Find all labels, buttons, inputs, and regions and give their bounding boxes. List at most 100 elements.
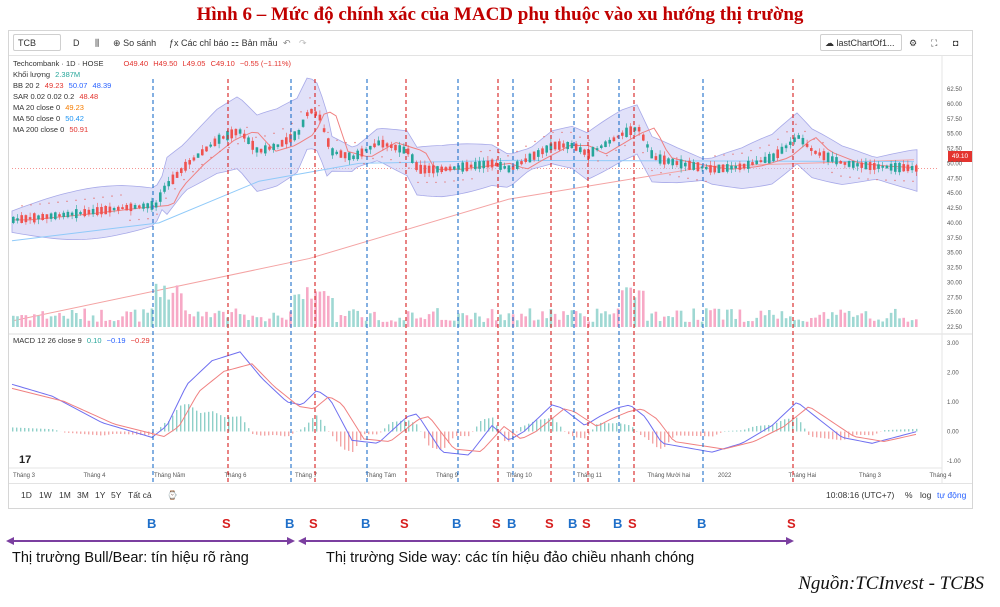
range-1w[interactable]: 1W: [39, 490, 52, 500]
candle-body: [700, 166, 704, 169]
candle-type-icon[interactable]: ⫼: [95, 38, 100, 48]
sar-dot: [750, 149, 752, 152]
chart-screenshot: TCB D ⫼ ⊕ So sánh ƒx Các chỉ báo ⚏ Bản m…: [8, 30, 973, 509]
macd-histogram-bar: [644, 431, 646, 438]
macd-histogram-bar: [64, 431, 66, 433]
macd-histogram-bar: [432, 431, 434, 448]
legend-volume: Khối lượng 2.387M: [13, 69, 80, 80]
volume-bar: [247, 320, 250, 327]
caption-sideway: Thị trường Side way: các tín hiệu đảo ch…: [326, 550, 695, 566]
auto-toggle[interactable]: tự động: [937, 490, 967, 500]
candle-body: [915, 165, 918, 172]
macd-histogram-bar: [560, 426, 562, 432]
volume-bar: [297, 294, 301, 327]
macd-histogram-bar: [400, 420, 402, 432]
sar-dot: [381, 156, 383, 158]
volume-bar: [906, 321, 910, 327]
macd-histogram-bar: [800, 422, 802, 432]
redo-icon[interactable]: ↷: [299, 38, 307, 48]
macd-histogram-bar: [428, 431, 430, 446]
range-5y[interactable]: 5Y: [111, 490, 122, 500]
candle-body: [285, 137, 288, 145]
volume-bar: [436, 308, 439, 327]
volume-bar: [390, 320, 393, 327]
macd-histogram-bar: [664, 431, 666, 447]
fullscreen-icon[interactable]: ⛶: [931, 38, 938, 48]
candle-body: [142, 203, 145, 209]
compare-button[interactable]: ⊕ So sánh: [113, 36, 156, 50]
bb-basis: 49.23: [44, 81, 64, 90]
candle-body: [188, 160, 191, 165]
volume-bar: [394, 321, 397, 327]
macd-histogram-bar: [916, 428, 918, 432]
settings-gear-icon[interactable]: ⚙: [909, 38, 918, 48]
percent-toggle[interactable]: %: [905, 490, 913, 500]
time-axis-label: Tháng Tám: [366, 473, 397, 479]
macd-histogram-bar: [16, 427, 18, 432]
candle-body: [910, 165, 914, 171]
macd-histogram-bar: [816, 431, 818, 438]
macd-histogram-bar: [120, 431, 122, 434]
sar-dot: [876, 178, 878, 181]
templates-button[interactable]: ⚏ Bản mẫu: [231, 36, 278, 50]
volume-bar: [209, 317, 212, 327]
candle-body: [49, 213, 53, 219]
price-axis-label: 35.00: [947, 251, 963, 257]
volume-bar: [772, 314, 775, 327]
candle-body: [175, 172, 179, 178]
ma200-label: MA 200 close 0: [13, 125, 65, 134]
volume-bar: [495, 320, 498, 327]
candle-body: [469, 164, 473, 168]
range-1m[interactable]: 1M: [59, 490, 71, 500]
sar-dot: [894, 179, 896, 182]
candle-body: [856, 163, 859, 167]
layout-save-box[interactable]: ☁ lastChartOf1...: [820, 34, 902, 51]
macd-histogram-bar: [188, 404, 190, 432]
candle-body: [894, 162, 897, 172]
volume-bar: [587, 321, 590, 327]
undo-icon[interactable]: ↶: [283, 38, 291, 48]
symbol-label: TCB: [18, 38, 36, 48]
volume-bar: [873, 320, 876, 327]
sar-dot: [201, 163, 203, 166]
volume-bar: [314, 291, 317, 327]
camera-icon[interactable]: ◘: [953, 38, 959, 48]
time-axis-label: 2022: [718, 473, 732, 479]
volume-bar: [461, 313, 464, 327]
candle-body: [54, 212, 57, 220]
range-all[interactable]: Tất cả: [128, 490, 152, 500]
volume-bar: [847, 310, 851, 327]
indicators-button[interactable]: ƒx Các chỉ báo: [169, 36, 229, 50]
range-1y[interactable]: 1Y: [95, 490, 106, 500]
volume-bar: [633, 297, 637, 327]
buy-signal-label: B: [507, 516, 517, 531]
candle-body: [822, 151, 826, 161]
macd-histogram-bar: [888, 429, 890, 432]
candle-body: [117, 206, 120, 211]
volume-bar: [381, 321, 385, 327]
candle-body: [154, 202, 158, 208]
sar-dot: [678, 176, 680, 178]
ma50-line: [11, 159, 915, 242]
goto-date-icon[interactable]: ⌚: [167, 490, 178, 500]
sar-dot: [579, 136, 581, 138]
volume-bar: [705, 308, 708, 327]
ohlc-low: L49.05: [182, 59, 206, 68]
macd-histogram-bar: [468, 431, 470, 437]
price-axis-label: 32.50: [947, 266, 963, 272]
symbol-search[interactable]: TCB: [13, 34, 61, 51]
volume-bar: [818, 314, 821, 327]
candle-body: [444, 167, 448, 171]
candle-body: [406, 148, 410, 155]
macd-histogram-bar: [276, 431, 278, 436]
log-toggle[interactable]: log: [920, 490, 932, 500]
bottom-toolbar: 1D 1W 1M 3M 1Y 5Y Tất cả ⌚ 10:08:16 (UTC…: [9, 483, 972, 508]
interval-button[interactable]: D: [73, 38, 80, 48]
candle-body: [381, 139, 385, 148]
range-1d[interactable]: 1D: [21, 490, 32, 500]
range-3m[interactable]: 3M: [77, 490, 89, 500]
macd-histogram-bar: [824, 431, 826, 439]
volume-value: 2.387M: [55, 70, 81, 79]
candle-body: [675, 161, 679, 165]
candle-body: [814, 150, 817, 154]
